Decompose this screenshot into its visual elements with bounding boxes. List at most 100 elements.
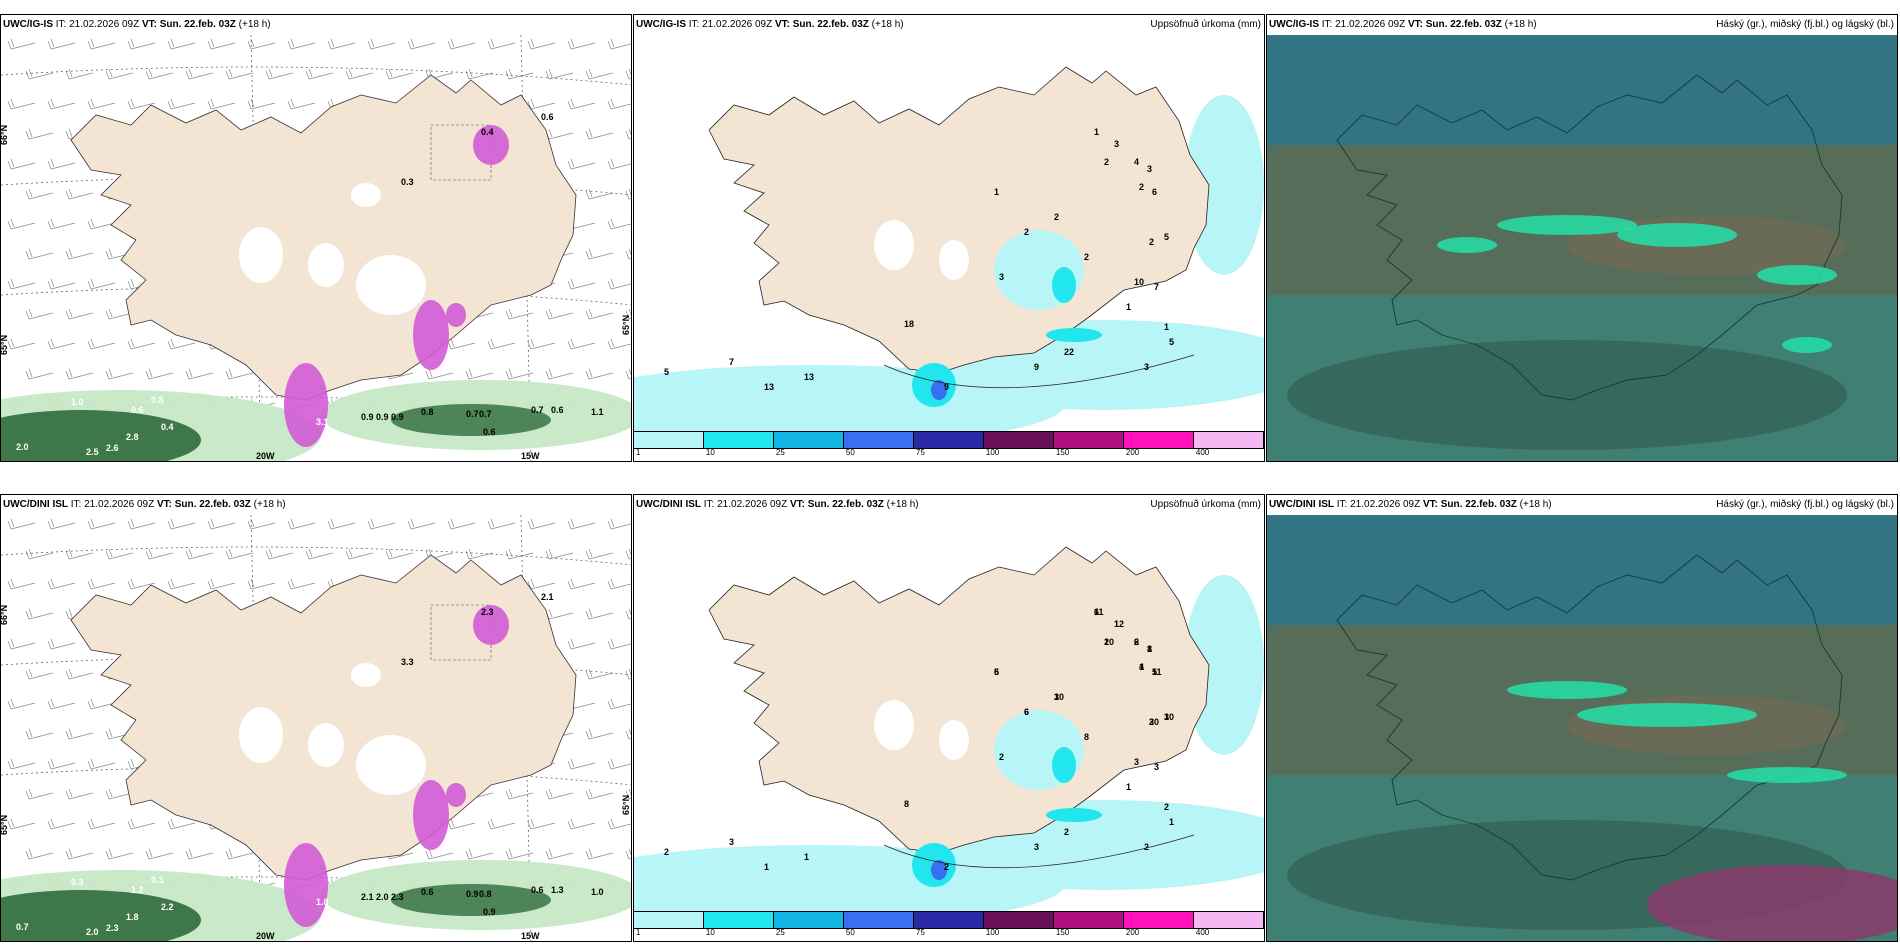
wind-barb — [65, 728, 94, 740]
snow-area — [284, 363, 328, 447]
legend-tick: 400 — [1195, 448, 1210, 457]
lon-label: 15W — [521, 931, 540, 941]
wind-barb — [625, 308, 631, 320]
glacier — [939, 720, 969, 760]
wind-barb — [25, 188, 54, 200]
value-label: 3 — [1164, 712, 1169, 722]
vt-label: VT: — [141, 19, 157, 30]
legend-tick: 150 — [1055, 928, 1070, 937]
wind-barb — [87, 758, 116, 770]
wind-barb — [345, 68, 374, 80]
lon-label: 15W — [521, 451, 540, 461]
value-label: 3 — [1034, 842, 1039, 852]
wind-barb — [385, 548, 414, 560]
legend-tick: 100 — [985, 448, 1000, 457]
wind-barb — [545, 308, 574, 320]
value-label: 3 — [1144, 362, 1149, 372]
value-label: 13 — [764, 382, 774, 392]
wind-barb — [207, 98, 236, 110]
value-label: 1 — [1139, 662, 1144, 672]
lead-time: (+18 h) — [871, 19, 904, 30]
wind-barb — [87, 698, 116, 710]
wind-barb — [607, 578, 631, 590]
value-label: 6 — [1094, 607, 1099, 617]
value-label: 0.6 — [131, 405, 144, 415]
panel-header: UWC/DINI ISL IT: 21.02.2026 09Z VT: Sun.… — [1, 495, 631, 515]
wind-barb — [47, 98, 76, 110]
value-label: 2 — [1164, 802, 1169, 812]
lat-label: 65°N — [1, 335, 9, 355]
value-label: 3.1 — [316, 417, 329, 427]
wind-barb — [167, 38, 196, 50]
wind-barb — [47, 638, 76, 650]
value-label: 2 — [999, 752, 1004, 762]
wind-barb — [25, 368, 54, 380]
map-canvas — [1267, 515, 1897, 941]
snow-area — [284, 843, 328, 927]
wind-barb — [625, 728, 631, 740]
wind-barb — [545, 368, 574, 380]
wind-barb — [567, 158, 596, 170]
legend-swatch — [844, 432, 914, 448]
legend-swatch — [914, 912, 984, 928]
wind-barb — [127, 98, 156, 110]
wind-barb — [127, 38, 156, 50]
wind-barb — [65, 668, 94, 680]
lead-time: (+18 h) — [886, 499, 919, 510]
wind-barb — [567, 278, 596, 290]
value-label: 0.9 — [376, 412, 389, 422]
wind-barb — [585, 848, 614, 860]
precip-legend: 1 10 25 50 75 100 150 200 400 — [634, 431, 1264, 461]
lat-label: 65°N — [621, 795, 631, 815]
convective-cloud — [1757, 265, 1837, 285]
it-label: IT: — [688, 19, 700, 30]
value-label: 4 — [1134, 157, 1139, 167]
wind-barb — [47, 518, 76, 530]
value-label: 2 — [1054, 212, 1059, 222]
wind-barb — [87, 818, 116, 830]
it-value: 21.02.2026 09Z — [84, 499, 155, 510]
precip-area — [1184, 575, 1264, 755]
value-label: 4 — [1139, 662, 1144, 672]
wind-barb — [7, 758, 36, 770]
glacier — [239, 707, 283, 763]
legend-swatch — [1194, 912, 1264, 928]
glacier — [356, 255, 426, 315]
it-label: IT: — [55, 19, 67, 30]
wind-barb — [527, 518, 556, 530]
value-label: 0.7 — [479, 409, 492, 419]
model-name: UWC/DINI ISL — [1269, 499, 1334, 510]
legend-swatch — [704, 432, 774, 448]
value-label: 2 — [1104, 637, 1109, 647]
value-label: 2 — [1024, 227, 1029, 237]
wind-barb — [625, 368, 631, 380]
value-label: 1 — [1164, 322, 1169, 332]
value-label: 0.9 — [391, 412, 404, 422]
value-label: 1.0 — [71, 397, 84, 407]
value-label: 0.4 — [161, 422, 174, 432]
graticule-line — [1, 546, 631, 566]
wind-barb — [47, 38, 76, 50]
wind-barb — [487, 38, 516, 50]
wind-barb — [505, 308, 534, 320]
vt-value: Sun. 22.feb. 03Z — [792, 19, 869, 30]
convective-cloud — [1577, 703, 1757, 727]
wind-barb — [625, 608, 631, 620]
wind-barb — [167, 818, 196, 830]
legend-tick: 75 — [915, 928, 925, 937]
legend-tick: 150 — [1055, 448, 1070, 457]
wind-barb — [607, 638, 631, 650]
wind-barb — [607, 818, 631, 830]
legend-swatch — [984, 432, 1054, 448]
legend-tick: 200 — [1125, 928, 1140, 937]
wind-barb — [25, 548, 54, 560]
wind-barb — [567, 38, 596, 50]
wind-barb — [607, 38, 631, 50]
legend-swatch — [914, 432, 984, 448]
panel-title: Uppsöfnuð úrkoma (mm) — [1150, 19, 1261, 30]
value-label: 1 — [1147, 644, 1152, 654]
wind-barb — [527, 338, 556, 350]
value-label: 0.3 — [151, 875, 164, 885]
wind-barb — [47, 698, 76, 710]
panel-header: UWC/IG-IS IT: 21.02.2026 09Z VT: Sun. 22… — [634, 15, 1264, 35]
